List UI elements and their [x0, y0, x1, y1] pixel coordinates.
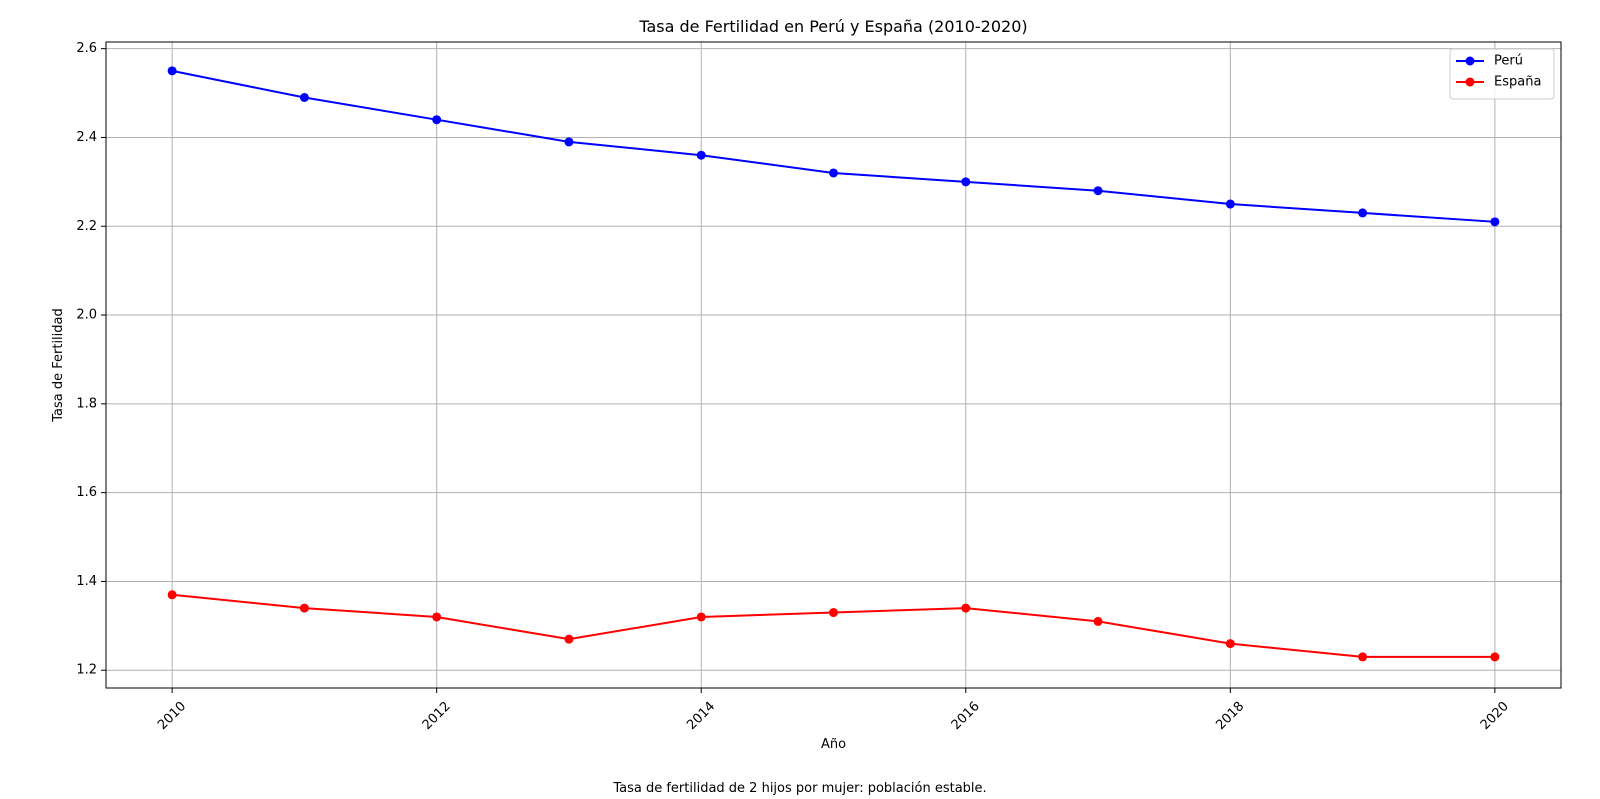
data-point: [829, 608, 838, 618]
x-tick-label: 2012: [420, 699, 454, 733]
plot-area-frame: [105, 41, 1562, 689]
y-tick-label: 1.2: [76, 663, 97, 678]
data-point: [1358, 652, 1368, 662]
x-axis-label: Año: [821, 737, 846, 752]
axis-ticks: 2010 2012 2014 2016 2018 2020 1.2 1.4 1.6 1.8 2.0 2…: [76, 41, 1512, 733]
data-point: [564, 634, 574, 644]
data-point: [696, 150, 706, 160]
data-point: [167, 66, 177, 76]
footnote-text: Tasa de fertilidad de 2 hijos por mujer:…: [612, 781, 986, 795]
y-tick-label: 1.6: [76, 485, 97, 500]
legend-label: Perú: [1494, 54, 1523, 69]
y-axis-label: Tasa de Fertilidad: [51, 308, 66, 423]
grid-lines: [106, 42, 1561, 688]
data-point: [1490, 217, 1500, 227]
y-tick-label: 1.8: [76, 396, 97, 411]
data-point: [1225, 199, 1235, 209]
series-0: [167, 66, 1500, 227]
y-tick-label: 1.4: [76, 574, 97, 589]
series-layer: [167, 66, 1500, 662]
x-tick-label: 2014: [684, 699, 718, 733]
x-tick-label: 2018: [1213, 699, 1247, 733]
x-tick-label: 2016: [949, 699, 983, 733]
data-point: [1093, 616, 1103, 626]
legend-label: España: [1494, 75, 1541, 90]
data-point: [961, 603, 971, 613]
data-point: [299, 92, 309, 102]
legend-marker: [1465, 56, 1475, 66]
data-point: [696, 612, 706, 622]
data-point: [432, 612, 442, 622]
data-point: [1093, 186, 1103, 196]
data-point: [829, 168, 838, 178]
data-point: [167, 590, 177, 600]
series-1: [167, 590, 1500, 662]
legend: Perú España: [1449, 48, 1555, 100]
data-point: [1225, 639, 1235, 649]
chart-title: Tasa de Fertilidad en Perú y España (201…: [638, 17, 1027, 36]
x-tick-label: 2010: [155, 699, 189, 733]
x-tick-label: 2020: [1478, 699, 1512, 733]
legend-marker: [1465, 77, 1475, 87]
data-point: [299, 603, 309, 613]
data-point: [564, 137, 574, 147]
y-tick-label: 2.2: [76, 219, 97, 234]
data-point: [1490, 652, 1500, 662]
y-tick-label: 2.6: [76, 41, 97, 56]
series-line: [171, 69, 1495, 223]
data-point: [1358, 208, 1368, 218]
series-line: [172, 593, 1495, 658]
y-tick-label: 2.0: [76, 308, 97, 323]
data-point: [432, 115, 442, 125]
y-tick-label: 2.4: [76, 130, 97, 145]
data-point: [961, 177, 971, 187]
